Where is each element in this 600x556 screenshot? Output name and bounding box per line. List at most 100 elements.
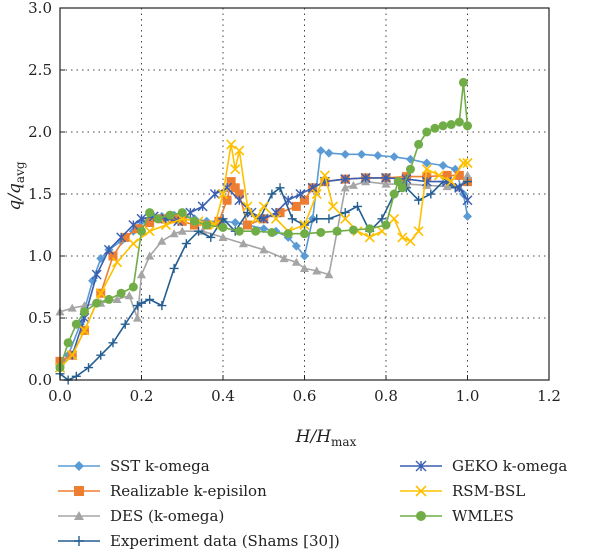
data-point — [226, 139, 237, 150]
legend-item: WMLES — [400, 507, 514, 525]
legend-label: DES (k-omega) — [110, 507, 224, 525]
data-point — [218, 214, 228, 224]
x-tick-label: 1.2 — [537, 387, 561, 405]
data-point — [217, 188, 229, 200]
data-point — [238, 239, 248, 248]
data-point — [463, 170, 472, 179]
data-point — [157, 236, 167, 245]
legend: SST k-omega Realizable k-episilon DES (k-o… — [58, 457, 567, 550]
data-point — [128, 220, 139, 230]
data-point — [96, 350, 106, 360]
data-point — [124, 291, 134, 300]
data-point — [242, 201, 253, 212]
data-point — [414, 139, 424, 149]
data-point — [348, 225, 358, 235]
y-tick-label: 0.5 — [28, 309, 52, 327]
data-point — [462, 157, 473, 169]
data-point — [389, 213, 400, 224]
data-point — [422, 158, 432, 168]
x-axis-label: H/Hmax — [295, 427, 357, 449]
data-point — [397, 183, 407, 193]
data-point — [145, 208, 155, 218]
data-point — [340, 208, 350, 218]
data-point — [462, 195, 473, 206]
data-point — [103, 244, 114, 255]
legend-item: RSM-BSL — [400, 482, 525, 500]
data-point — [270, 213, 282, 224]
data-point — [234, 189, 244, 199]
data-point — [316, 146, 326, 156]
data-point — [63, 338, 73, 348]
data-point — [79, 307, 89, 317]
data-point — [340, 213, 351, 224]
x-axis-label-sub: max — [331, 435, 357, 449]
data-point — [128, 282, 138, 292]
data-point — [433, 170, 445, 181]
y-tick-label: 1.0 — [28, 247, 52, 265]
legend-item: DES (k-omega) — [58, 507, 224, 525]
y-tick-label: 2.5 — [28, 61, 52, 79]
series-layer — [54, 77, 473, 385]
data-point — [230, 164, 241, 175]
x-tick-label: 0.4 — [211, 387, 235, 405]
data-point — [438, 121, 448, 131]
series-des-k-omega — [55, 170, 472, 322]
data-point — [91, 269, 102, 280]
data-point — [250, 213, 261, 224]
data-point — [405, 164, 415, 174]
legend-marker — [416, 511, 426, 521]
data-point — [230, 218, 240, 228]
y-tick-label: 3.0 — [28, 0, 52, 17]
data-point — [128, 238, 139, 249]
data-point — [311, 188, 322, 200]
legend-item: GEKO k-omega — [400, 457, 567, 475]
data-point — [463, 177, 472, 187]
data-point — [209, 219, 220, 231]
data-point — [189, 216, 199, 226]
x-tick-label: 1.0 — [456, 387, 480, 405]
data-point — [458, 157, 469, 169]
data-point — [454, 182, 465, 193]
data-point — [312, 266, 322, 275]
data-point — [357, 149, 367, 159]
y-axis-label-sub: avg — [13, 161, 27, 183]
data-point — [442, 170, 452, 180]
data-point — [116, 232, 127, 243]
y-tick-label: 2.0 — [28, 123, 52, 141]
x-tick-label: 0.2 — [130, 387, 154, 405]
data-point — [226, 177, 236, 187]
legend-item: Experiment data (Shams [30]) — [58, 532, 340, 550]
data-point — [177, 208, 187, 218]
y-axis-label-main: q/q — [5, 183, 25, 211]
data-point — [230, 183, 240, 193]
data-point — [67, 350, 78, 361]
data-point — [299, 219, 310, 231]
data-point — [340, 174, 351, 185]
data-point — [137, 298, 146, 308]
data-point — [95, 288, 106, 299]
data-point — [108, 251, 118, 261]
data-point — [120, 319, 130, 329]
data-point — [381, 220, 391, 230]
data-point — [275, 208, 285, 218]
data-point — [300, 251, 309, 261]
data-point — [79, 301, 89, 310]
data-point — [340, 149, 350, 159]
data-point — [234, 226, 244, 236]
data-point — [316, 227, 326, 237]
data-point — [112, 294, 122, 303]
legend-label: SST k-omega — [110, 457, 210, 475]
data-point — [79, 325, 90, 336]
series-line — [59, 174, 468, 363]
data-point — [197, 201, 208, 212]
data-point — [312, 214, 322, 224]
y-tick-label: 1.5 — [28, 185, 52, 203]
data-point — [153, 214, 163, 224]
data-point — [169, 263, 179, 273]
data-point — [414, 195, 424, 205]
legend-marker — [74, 511, 84, 520]
legend-label: WMLES — [452, 507, 514, 525]
data-point — [365, 224, 375, 234]
data-point — [332, 226, 342, 236]
